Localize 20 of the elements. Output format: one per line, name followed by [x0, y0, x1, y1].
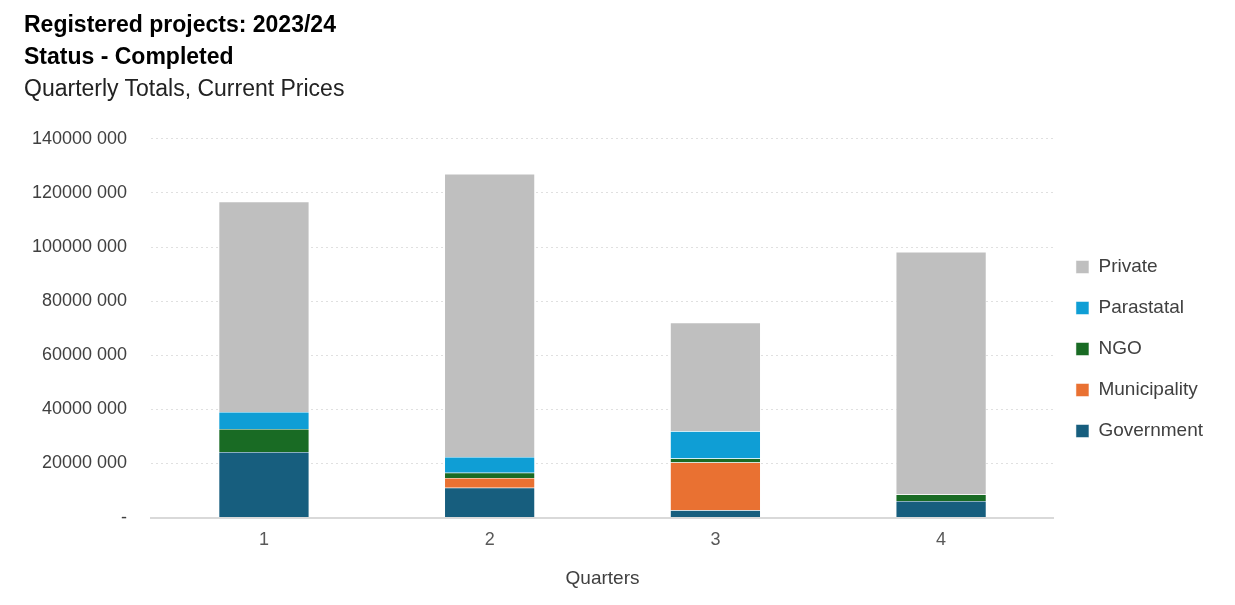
x-tick-label: 3 [710, 529, 721, 550]
chart-title: Registered projects: 2023/24 Status - Completed [23, 10, 337, 71]
y-tick-label: 20000 000 [42, 452, 128, 473]
y-tick-label: 80000 000 [42, 290, 128, 311]
x-tick-label: 2 [484, 529, 495, 550]
x-tick-label: 1 [258, 529, 269, 550]
legend-label: Municipality [1098, 378, 1199, 400]
y-tick-label: 120000 000 [31, 181, 128, 202]
legend-label: Private [1098, 255, 1158, 277]
y-tick-label: 60000 000 [42, 344, 128, 365]
x-axis-title: Quarters [565, 566, 640, 588]
legend-label: Government [1098, 419, 1204, 441]
chart-subtitle: Quarterly Totals, Current Prices [23, 74, 346, 103]
y-tick-label: 40000 000 [42, 398, 128, 419]
y-tick-label: - [121, 506, 128, 527]
y-tick-label: 100000 000 [31, 236, 128, 256]
legend-label: Parastatal [1098, 296, 1184, 318]
y-tick-label: 140000 000 [31, 127, 128, 148]
legend-label: NGO [1098, 337, 1142, 359]
x-tick-label: 4 [936, 529, 947, 550]
